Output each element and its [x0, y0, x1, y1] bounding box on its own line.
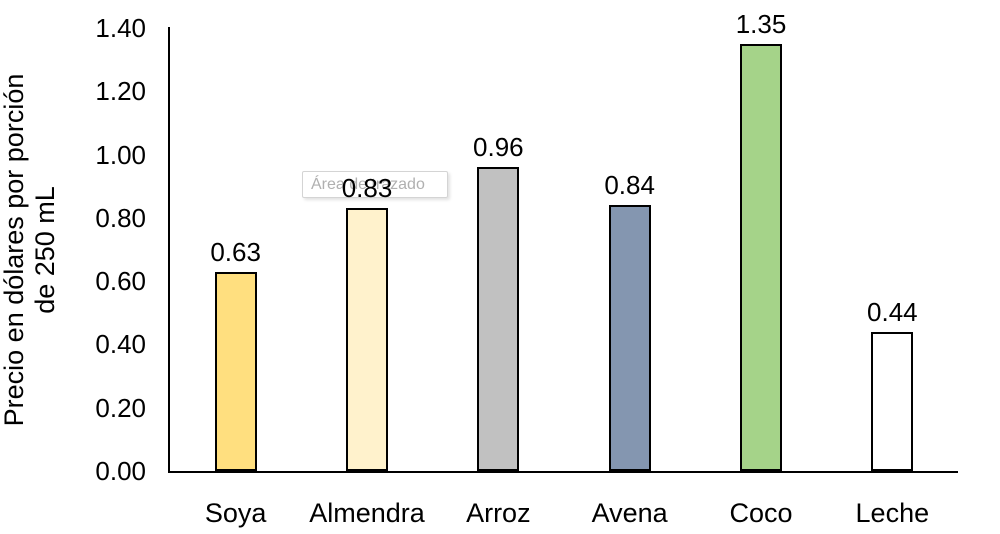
y-tick-label-0.60: 0.60 [95, 266, 146, 297]
bar-arroz[interactable] [477, 167, 520, 471]
x-category-label-leche: Leche [855, 498, 930, 528]
x-category-label-coco: Coco [729, 498, 793, 528]
value-label-leche: 0.44 [867, 296, 918, 327]
y-axis-title-line2: de 250 mL [30, 186, 60, 314]
plot-area-tooltip: Área de trazado [302, 171, 448, 198]
x-category-label-soya: Soya [204, 498, 267, 528]
bar-soya[interactable] [214, 271, 257, 471]
x-axis-line [168, 471, 958, 473]
value-label-soya: 0.63 [210, 236, 261, 267]
y-tick-label-0.00: 0.00 [95, 456, 146, 486]
bar-leche[interactable] [871, 331, 914, 471]
y-tick-label-1.40: 1.40 [95, 13, 146, 43]
y-axis-line [168, 27, 170, 473]
bar-avena[interactable] [608, 205, 651, 471]
x-category-label-almendra: Almendra [309, 498, 425, 528]
y-axis-title: Precio en dólares por porción de 250 mL [0, 74, 61, 427]
value-label-almendra: 0.83 [341, 173, 393, 204]
y-tick-label-1.00: 1.00 [95, 139, 146, 170]
y-tick-label-0.40: 0.40 [95, 329, 146, 360]
x-category-label-avena: Avena [591, 498, 668, 528]
y-axis-title-line1: Precio en dólares por porción [0, 73, 29, 427]
y-tick-label-0.20: 0.20 [95, 392, 146, 423]
y-tick-label-1.20: 1.20 [95, 76, 146, 107]
bar-almendra[interactable] [346, 208, 388, 471]
x-category-label-arroz: Arroz [466, 498, 531, 528]
bar-coco[interactable] [740, 43, 782, 471]
value-label-arroz: 0.96 [473, 132, 524, 163]
value-label-avena: 0.84 [604, 170, 655, 201]
value-label-coco: 1.35 [735, 8, 787, 39]
y-tick-label-0.80: 0.80 [95, 202, 146, 233]
